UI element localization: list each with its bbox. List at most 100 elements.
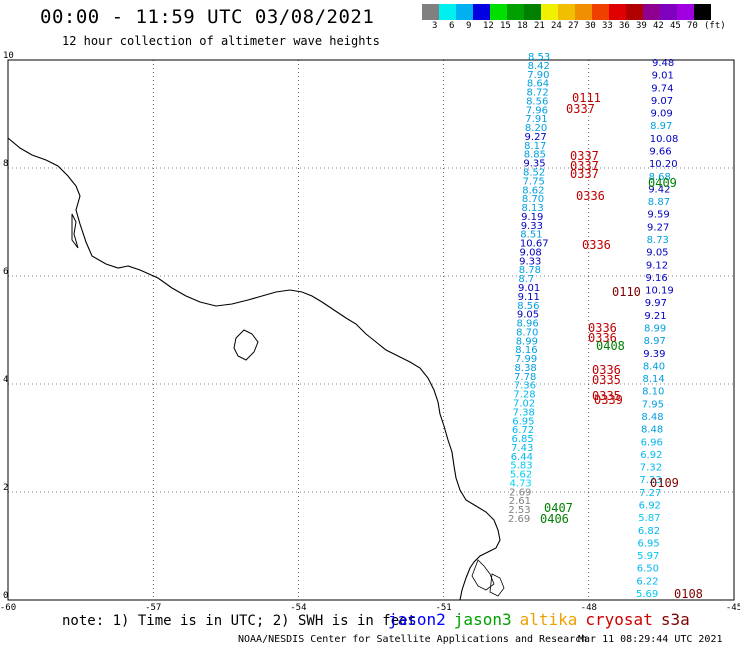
wave-height-label: 4.73	[510, 478, 532, 489]
delta-coast	[471, 559, 505, 597]
wave-height-label: 8.48	[641, 412, 663, 423]
wave-height-label: 2.53	[508, 505, 530, 516]
wave-height-label: 8.99	[516, 336, 538, 347]
color-scale-label: 33	[602, 21, 613, 31]
color-swatch	[456, 4, 473, 20]
wave-height-label: 5.83	[510, 461, 532, 472]
y-tick-label: 6	[3, 267, 8, 277]
wave-height-label: 8.87	[648, 197, 670, 208]
wave-height-label: 8.73	[647, 235, 669, 246]
wave-height-label: 9.07	[651, 96, 673, 107]
color-scale-label: 30	[585, 21, 596, 31]
wave-height-label: 8.40	[643, 361, 665, 372]
color-swatch	[541, 4, 558, 20]
wave-height-label: 7.36	[514, 381, 536, 392]
pass-time-label: 0335	[592, 389, 621, 403]
map-frame	[7, 59, 735, 601]
wave-height-label: 7.23	[639, 475, 661, 486]
color-scale-label: 21	[534, 21, 545, 31]
wave-height-label: 9.01	[518, 283, 540, 294]
color-scale-label: 39	[636, 21, 647, 31]
pass-time-label: 0336	[576, 189, 605, 203]
wave-height-label: 5.69	[636, 589, 658, 600]
wave-height-label: 8.72	[526, 88, 548, 99]
coastline	[7, 137, 501, 601]
satellite-legend-item: altika	[519, 610, 578, 629]
wave-height-label: 8.53	[528, 52, 550, 63]
y-tick-label: 10	[3, 51, 14, 61]
satellite-legend-item: s3a	[660, 610, 690, 629]
wave-height-label: 9.33	[519, 256, 541, 267]
wave-height-label: 9.66	[649, 147, 671, 158]
color-swatch	[473, 4, 490, 20]
wave-height-label: 8.68	[649, 172, 671, 183]
color-swatch	[439, 4, 456, 20]
pass-time-label: 0337	[570, 149, 599, 163]
x-tick-label: -51	[435, 603, 451, 613]
wave-height-label: 9.19	[521, 212, 543, 223]
pass-time-label: 0408	[596, 339, 625, 353]
y-tick-label: 8	[3, 159, 8, 169]
wave-height-label: 8.7	[518, 274, 534, 285]
wave-height-label: 8.48	[641, 425, 663, 436]
x-tick-label: -57	[145, 603, 161, 613]
altimeter-track-west: 8.538.427.908.648.728.567.967.918.209.27…	[508, 52, 550, 525]
wave-height-label: 6.22	[636, 576, 658, 587]
wave-height-label: 7.75	[523, 176, 545, 187]
color-scale-label: 6	[449, 21, 455, 31]
wave-height-label: 9.59	[647, 210, 669, 221]
color-scale-label: 45	[670, 21, 681, 31]
wave-height-label: 6.95	[512, 416, 534, 427]
wave-height-label: 8.38	[515, 363, 537, 374]
wave-height-label: 8.96	[516, 319, 538, 330]
wave-height-label: 8.85	[524, 150, 546, 161]
page-title: 00:00 - 11:59 UTC 03/08/2021	[40, 6, 375, 28]
color-swatch	[677, 4, 694, 20]
color-scale-label: 42	[653, 21, 664, 31]
axis-ticks: -60 -57 -54 -51 -48 -45 0 2 4 6 8 10	[0, 51, 740, 613]
wave-height-label: 7.32	[640, 463, 662, 474]
wave-height-label: 8.13	[521, 203, 543, 214]
satellite-legend-item: jason2	[388, 610, 446, 629]
wave-height-label: 8.64	[527, 79, 549, 90]
wave-height-label: 9.74	[651, 83, 673, 94]
x-tick-label: -54	[290, 603, 306, 613]
pass-time-label: 0337	[570, 159, 599, 173]
wave-height-label: 9.42	[648, 184, 670, 195]
color-scale-label: 3	[432, 21, 438, 31]
pass-time-label: 0335	[592, 373, 621, 387]
pass-time-label: 0109	[650, 476, 679, 490]
color-swatch	[422, 4, 439, 20]
wave-height-label: 8.97	[644, 336, 666, 347]
pass-time-label: 0406	[540, 512, 569, 526]
color-scale-bar	[422, 4, 711, 20]
wave-height-label: 9.12	[646, 260, 668, 271]
wave-height-label: 8.56	[517, 301, 539, 312]
color-swatch	[592, 4, 609, 20]
color-swatch	[694, 4, 711, 20]
altimeter-track-east: 9.489.019.749.079.098.9710.089.6610.208.…	[636, 58, 678, 600]
color-scale-label: 12	[483, 21, 494, 31]
satellite-legend: jason2 jason3 altika cryosat s3a	[388, 610, 698, 629]
color-scale-label: 24	[551, 21, 562, 31]
wave-height-label: 8.99	[644, 324, 666, 335]
map-grid	[8, 60, 734, 600]
wave-height-label: 9.05	[646, 248, 668, 259]
wave-height-label: 6.82	[638, 526, 660, 537]
wave-height-label: 7.38	[513, 407, 535, 418]
wave-height-label: 7.91	[525, 114, 547, 125]
wave-height-label: 7.02	[513, 399, 535, 410]
estuary-island	[233, 329, 259, 361]
wave-height-label: 6.50	[637, 564, 659, 575]
credit-line: NOAA/NESDIS Center for Satellite Applica…	[238, 634, 588, 645]
wave-height-label: 7.78	[514, 372, 536, 383]
color-swatch	[660, 4, 677, 20]
wave-height-label: 8.70	[522, 194, 544, 205]
wave-height-label: 7.99	[515, 354, 537, 365]
x-tick-label: -48	[581, 603, 597, 613]
wave-height-label: 6.85	[511, 434, 533, 445]
pass-time-label: 0339	[594, 393, 623, 407]
wave-height-label: 10.67	[520, 239, 549, 250]
wave-height-label: 6.72	[512, 425, 534, 436]
wave-height-label: 7.90	[527, 70, 549, 81]
